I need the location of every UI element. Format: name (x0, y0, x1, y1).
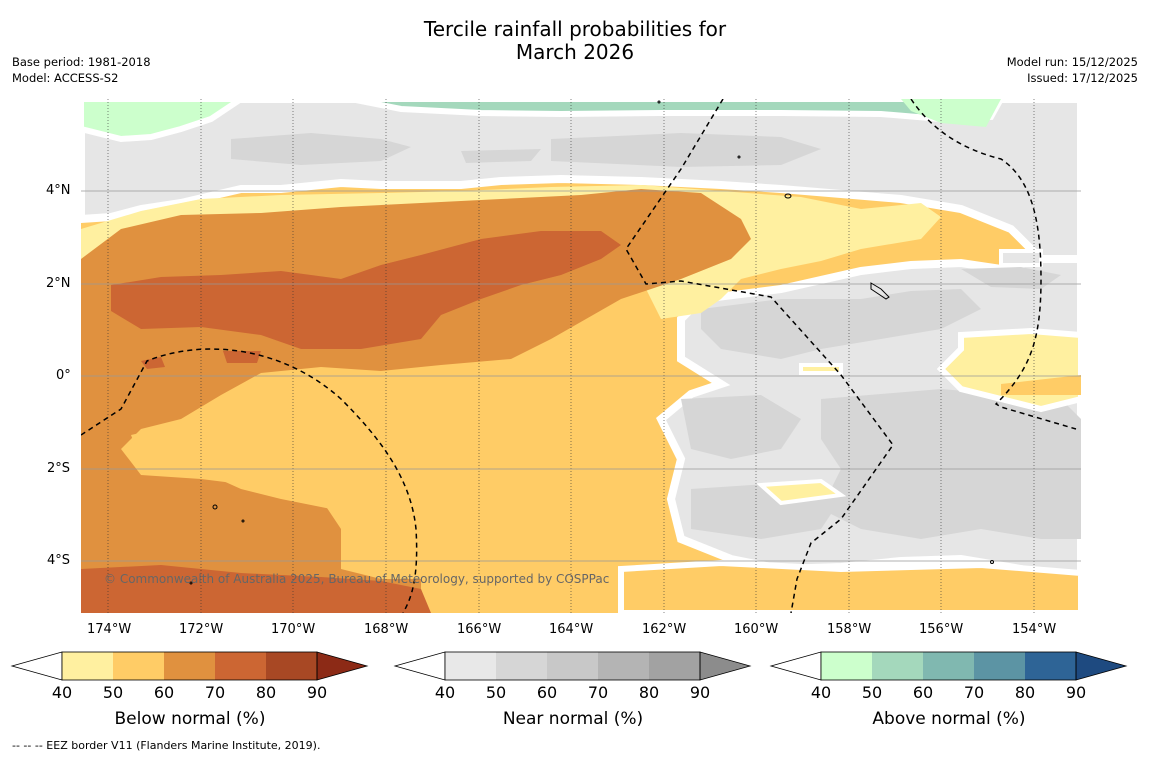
x-tick-168w: 168°W (364, 622, 409, 637)
colorbar-above-normal (769, 650, 1129, 686)
below-normal-50-south (618, 559, 1081, 613)
near-normal-50-n1 (231, 133, 411, 165)
probability-map[interactable] (81, 99, 1081, 613)
above-tick-70: 70 (963, 683, 985, 702)
below-tick-80: 80 (255, 683, 277, 702)
y-tick-4s: 4°S (47, 553, 71, 568)
near-tick-40: 40 (434, 683, 456, 702)
x-tick-164w: 164°W (549, 622, 594, 637)
above-tick-60: 60 (912, 683, 934, 702)
below-tick-40: 40 (51, 683, 73, 702)
eez-footer-note: -- -- -- EEZ border V11 (Flanders Marine… (12, 739, 321, 752)
islands (189, 100, 994, 585)
map-title: Tercile rainfall probabilities for March… (0, 18, 1150, 64)
below-normal-label: Below normal (%) (114, 709, 266, 729)
x-tick-158w: 158°W (827, 622, 872, 637)
above-tick-80: 80 (1014, 683, 1036, 702)
near-normal-50-e2 (681, 395, 801, 459)
above-normal-north-light (901, 99, 1001, 127)
meta-left: Base period: 1981-2018 Model: ACCESS-S2 (12, 54, 151, 86)
x-tick-154w: 154°W (1012, 622, 1057, 637)
above-tick-40: 40 (810, 683, 832, 702)
colorbar-near-normal (393, 650, 753, 686)
title-line-1: Tercile rainfall probabilities for (423, 17, 727, 41)
below-normal-70-spot2 (223, 351, 261, 363)
y-tick-2s: 2°S (47, 461, 71, 476)
near-tick-60: 60 (536, 683, 558, 702)
x-tick-172w: 172°W (179, 622, 224, 637)
near-normal-label: Near normal (%) (502, 709, 644, 729)
colorbar-below-svg (10, 651, 369, 681)
eez-borders (81, 99, 1077, 613)
below-tick-90: 90 (306, 683, 328, 702)
below-tick-50: 50 (102, 683, 124, 702)
near-tick-90: 90 (689, 683, 711, 702)
below-normal-70-spot (141, 357, 165, 369)
model-name: Model: ACCESS-S2 (12, 71, 119, 85)
meta-right: Model run: 15/12/2025 Issued: 17/12/2025 (1007, 54, 1138, 86)
title-line-2: March 2026 (515, 40, 635, 64)
y-tick-0: 0° (56, 368, 71, 383)
x-tick-160w: 160°W (734, 622, 779, 637)
colorbar-near-svg (393, 651, 752, 681)
x-tick-170w: 170°W (271, 622, 316, 637)
colorbar-below-normal (10, 650, 370, 686)
below-normal-70-south (81, 565, 431, 613)
copyright-notice: © Commonwealth of Australia 2025, Bureau… (104, 572, 610, 586)
x-tick-162w: 162°W (642, 622, 687, 637)
below-tick-60: 60 (153, 683, 175, 702)
above-normal-label: Above normal (%) (872, 709, 1026, 729)
near-normal-50-e3 (821, 389, 1081, 539)
below-tick-70: 70 (204, 683, 226, 702)
near-normal-50-e1 (701, 289, 981, 359)
x-tick-156w: 156°W (919, 622, 964, 637)
colorbar-above-svg (769, 651, 1128, 681)
x-tick-166w: 166°W (457, 622, 502, 637)
near-normal-50-n2 (551, 133, 821, 167)
model-run: Model run: 15/12/2025 (1006, 55, 1138, 69)
latitude-lines (81, 190, 1081, 562)
below-normal-40-e2 (799, 363, 843, 375)
near-normal-50-e5 (961, 267, 1061, 289)
near-normal-50-n3 (461, 149, 541, 163)
grey-patch-e (999, 249, 1043, 267)
above-tick-50: 50 (861, 683, 883, 702)
below-normal-70-north (111, 231, 621, 349)
below-normal-40-se (756, 478, 847, 506)
below-normal-50-spot (361, 483, 399, 503)
base-period: Base period: 1981-2018 (12, 55, 151, 69)
near-tick-50: 50 (485, 683, 507, 702)
y-tick-2n: 2°N (46, 276, 71, 291)
near-tick-70: 70 (587, 683, 609, 702)
map-svg (81, 99, 1081, 613)
x-tick-174w: 174°W (87, 622, 132, 637)
issued-date: Issued: 17/12/2025 (1027, 71, 1138, 85)
below-normal-50-east (1001, 375, 1081, 395)
above-tick-90: 90 (1065, 683, 1087, 702)
below-normal-50-sw (131, 389, 441, 509)
near-tick-80: 80 (638, 683, 660, 702)
y-tick-4n: 4°N (46, 183, 71, 198)
